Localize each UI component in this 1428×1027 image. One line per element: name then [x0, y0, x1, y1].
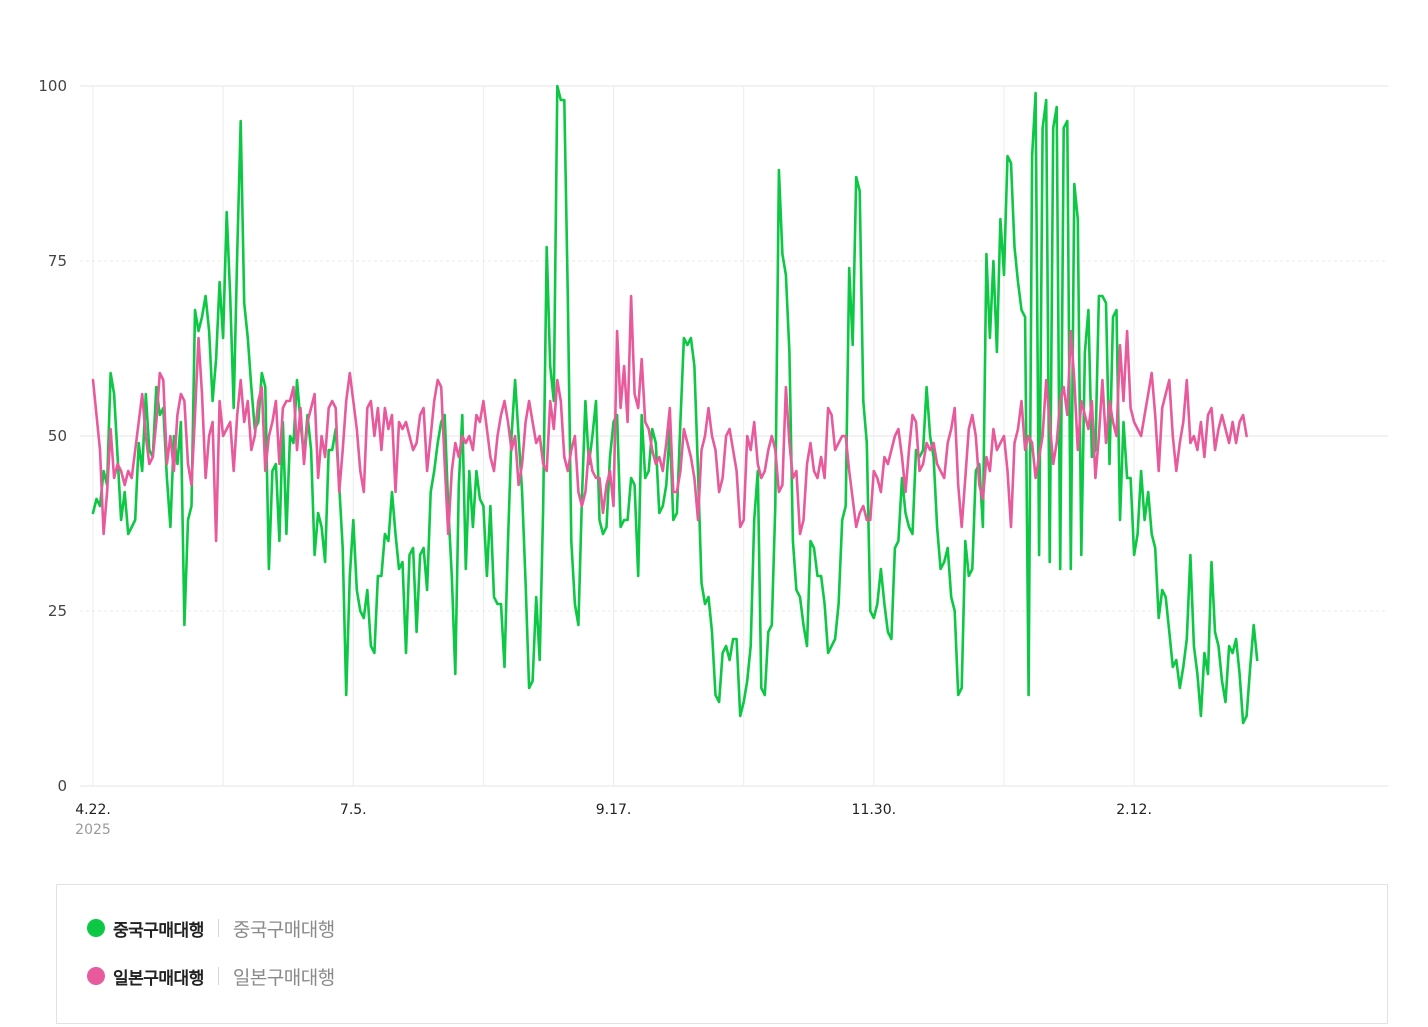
- legend-divider: [217, 919, 219, 937]
- x-tick-label: 4.22.: [75, 802, 111, 818]
- china-series-dot-icon: [87, 919, 105, 937]
- legend-desc: 중국구매대행: [232, 918, 335, 941]
- y-tick-label: 100: [38, 77, 67, 95]
- legend-divider: [217, 967, 219, 985]
- x-tick-label: 9.17.: [596, 802, 632, 818]
- x-tick-label: 11.30.: [852, 802, 897, 818]
- legend: 중국구매대행 중국구매대행 일본구매대행 일본구매대행: [56, 884, 1388, 1024]
- x-tick-label: 2.12.: [1116, 802, 1152, 818]
- legend-name: 중국구매대행: [113, 920, 204, 941]
- series-lines: [91, 84, 1259, 725]
- grid-lines: [80, 85, 1388, 787]
- japan-series-dot-icon: [87, 967, 105, 985]
- y-axis-ticks: 0 25 50 75 100: [38, 77, 67, 795]
- legend-item-china[interactable]: 중국구매대행 중국구매대행: [87, 913, 335, 943]
- x-tick-year-label: 2025: [75, 822, 111, 838]
- y-tick-label: 75: [48, 252, 67, 270]
- x-tick-label: 7.5.: [340, 802, 367, 818]
- series-line-1[interactable]: [91, 294, 1248, 543]
- legend-name: 일본구매대행: [113, 968, 204, 989]
- y-tick-label: 50: [48, 427, 67, 445]
- x-axis-ticks: 4.22. 2025 7.5. 9.17. 11.30. 2.12.: [75, 802, 1152, 838]
- y-tick-label: 0: [57, 777, 67, 795]
- line-chart: 0 25 50 75 100 4.22. 2025 7.5. 9.17. 11.30. 2.12.: [38, 77, 1388, 838]
- legend-item-japan[interactable]: 일본구매대행 일본구매대행: [87, 961, 335, 991]
- series-line-0[interactable]: [91, 84, 1259, 725]
- y-tick-label: 25: [48, 602, 67, 620]
- legend-desc: 일본구매대행: [232, 966, 335, 989]
